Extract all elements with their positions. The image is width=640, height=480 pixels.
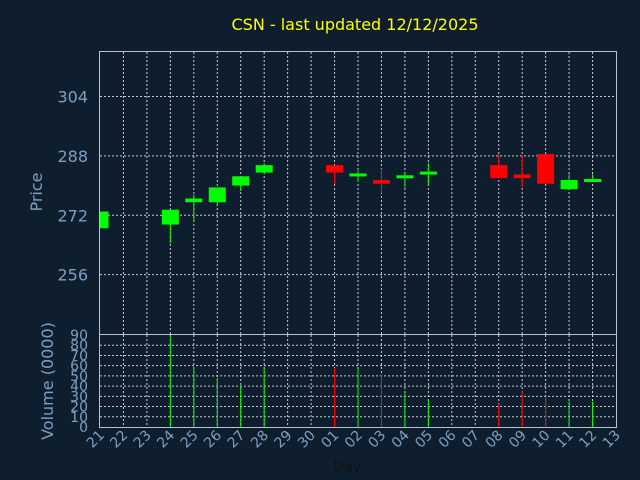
- candle-body: [326, 165, 344, 173]
- x-tick-label: 10: [530, 428, 554, 452]
- x-tick-label: 11: [553, 428, 577, 452]
- price-tick-label: 304: [57, 88, 88, 107]
- x-tick-label: 08: [483, 428, 507, 452]
- candle-body: [513, 174, 531, 179]
- candle-body: [185, 198, 203, 203]
- x-tick-label: 23: [131, 428, 155, 452]
- x-tick-label: 09: [506, 428, 530, 452]
- volume-tick-label: 80: [70, 338, 88, 354]
- volume-tick-label: 90: [70, 328, 88, 344]
- candle-body: [490, 165, 508, 179]
- x-tick-label: 27: [225, 428, 249, 452]
- x-tick-label: 02: [342, 428, 366, 452]
- price-axis-ticks: 256 272 288 304: [57, 88, 88, 285]
- volume-tick-label: 10: [70, 410, 88, 426]
- x-tick-label: 30: [295, 428, 319, 452]
- volume-tick-label: 30: [70, 389, 88, 405]
- candle-body: [349, 173, 367, 177]
- x-axis-ticks: 21 22 23 24 25 26 27 28 29 30 01 02 03 04 05 06 07 08 09 10…: [84, 427, 624, 451]
- x-axis-label: Day: [333, 459, 361, 475]
- candle-body: [396, 175, 414, 179]
- volume-tick-label: 40: [70, 379, 88, 395]
- x-tick-label: 12: [576, 428, 600, 452]
- candle-body: [537, 154, 555, 184]
- price-gridlines: [100, 52, 616, 334]
- x-tick-label: 26: [201, 427, 225, 451]
- candle-body: [419, 171, 437, 175]
- x-tick-label: 24: [154, 427, 178, 451]
- candle-body: [100, 211, 109, 229]
- volume-bars: [169, 337, 594, 427]
- candle-body: [584, 179, 602, 183]
- x-tick-label: 22: [107, 428, 131, 452]
- volume-axis-label: Volume (0000): [38, 322, 57, 440]
- candle-body: [161, 209, 179, 225]
- x-tick-label: 06: [436, 427, 460, 451]
- price-axis-label: Price: [27, 172, 46, 211]
- candle-body: [208, 187, 226, 203]
- price-tick-label: 272: [57, 206, 88, 225]
- chart-title: CSN - last updated 12/12/2025: [231, 15, 478, 34]
- volume-tick-label: 50: [70, 369, 88, 385]
- candle-body: [255, 165, 273, 173]
- volume-tick-label: 60: [70, 359, 88, 375]
- candle-body: [560, 180, 578, 190]
- x-tick-label: 05: [412, 428, 436, 452]
- x-tick-label: 13: [600, 428, 624, 452]
- candle-series: [99, 154, 602, 244]
- x-tick-label: 28: [248, 428, 272, 452]
- candle-body: [372, 180, 390, 184]
- x-tick-label: 04: [389, 427, 413, 451]
- volume-tick-label: 20: [70, 400, 88, 416]
- volume-tick-label: 70: [70, 348, 88, 364]
- candle-body: [232, 176, 250, 186]
- x-tick-label: 25: [178, 428, 202, 452]
- volume-tick-label: 0: [79, 420, 88, 436]
- x-tick-label: 07: [459, 428, 483, 452]
- x-tick-label: 03: [365, 428, 389, 452]
- x-tick-label: 01: [318, 428, 342, 452]
- price-tick-label: 288: [57, 147, 88, 166]
- x-tick-label: 29: [272, 428, 296, 452]
- volume-panel-frame: [99, 334, 617, 428]
- price-tick-label: 256: [57, 266, 88, 285]
